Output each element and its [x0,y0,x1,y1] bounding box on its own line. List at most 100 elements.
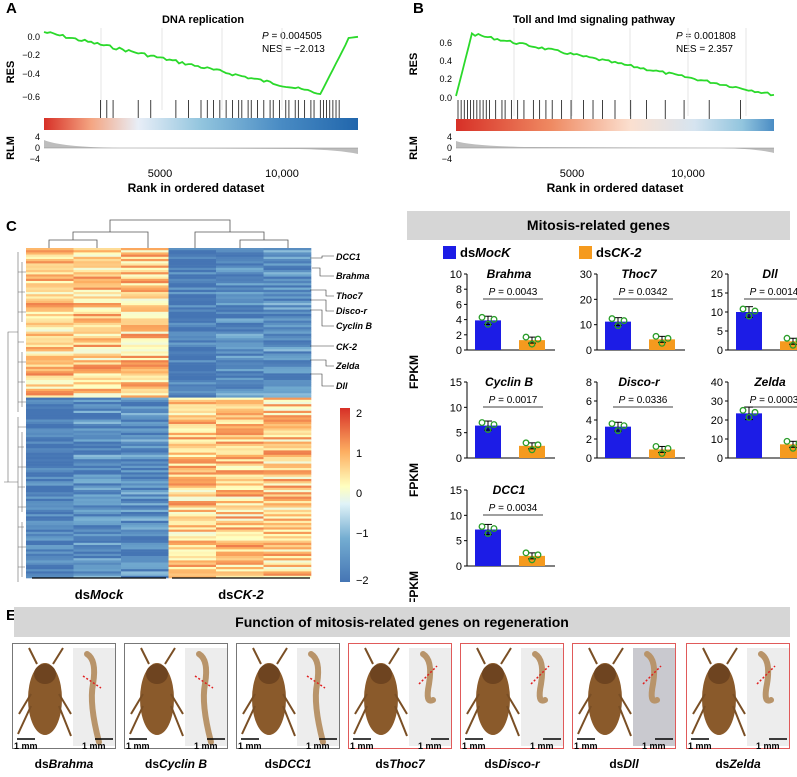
gsea-a-res-tick-2: −0.4 [22,69,40,79]
bar-chart-ytick: 20 [580,294,592,306]
insect-illustration [691,647,789,746]
scale-bar-label: 1 mm [530,741,554,751]
bar-dsmock [475,320,501,350]
bar-chart-title: Brahma [487,267,532,281]
bar-chart-ytick: 8 [586,377,592,389]
bar-chart-ytick: 15 [450,485,462,497]
photo-brahma [12,643,116,749]
gsea-b-res-tick-1: 0.4 [439,56,452,66]
colorbar-tick-2: 2 [356,408,362,420]
gsea-a-rlm-tick-0: 4 [35,132,40,142]
scale-bar-label: 1 mm [462,741,486,751]
photo-dll [572,643,676,749]
bar-chart-pvalue: P = 0.0034 [489,503,538,514]
bar-chart-ytick: 0 [717,345,723,357]
bar-dsck-2 [519,555,545,566]
bar-chart-ytick: 5 [456,536,462,548]
bar-chart-dcc1: DCC1 0 5 10 15 P = 0.0034 [450,483,555,573]
colorbar-tick-0: 0 [356,488,362,500]
bar-chart-ytick: 8 [456,284,462,296]
bar-dsck-2 [649,449,675,458]
photo-cyclin-b [124,643,228,749]
gsea-a-res-label: RES [5,61,17,84]
bar-chart-ytick: 10 [711,434,723,446]
legend-mock-label: dsMocK [460,245,512,260]
bar-chart-ytick: 0 [456,561,462,573]
scale-bar-label: 1 mm [688,741,712,751]
colorbar-tick-m1: −1 [356,528,369,540]
row-dendrogram [4,252,27,582]
bar-chart-ytick: 6 [456,299,462,311]
bar-chart-ytick: 10 [450,510,462,522]
bar-chart-ytick: 5 [456,428,462,440]
gsea-a-rlm-label: RLM [5,136,17,160]
fpkm-label-row1: FPKM [407,355,421,389]
gsea-a-nes: NES = −2.013 [262,44,325,55]
scale-bar-label: 1 mm [194,741,218,751]
bar-chart-ytick: 5 [717,326,723,338]
gsea-b-rlm-label: RLM [408,136,420,160]
bar-chart-ytick: 30 [711,396,723,408]
panel-d-legend-row: dsMocK dsCK-2 [443,245,642,260]
gene-label-ck-2: CK-2 [336,342,357,352]
bar-chart-ytick: 20 [711,415,723,427]
gene-label-thoc7: Thoc7 [336,291,363,301]
gsea-b-rlm-tick-1: 0 [447,143,452,153]
gsea-a-xtick-1: 10,000 [265,168,299,180]
scale-bar-label: 1 mm [238,741,262,751]
gsea-b-p: P = 0.001808 [676,31,736,42]
photo-thoc7 [348,643,452,749]
gene-label-dcc1: DCC1 [336,252,361,262]
bar-dsmock [475,529,501,566]
gsea-b-title: Toll and Imd signaling pathway [513,14,676,26]
bar-chart-cyclin-b: Cyclin B 0 5 10 15 P = 0.0017 [450,375,555,465]
fpkm-label-row2: FPKM [407,463,421,497]
bar-chart-ytick: 40 [711,377,723,389]
gsea-b-xtick-1: 10,000 [671,168,705,180]
bar-chart-ytick: 10 [450,269,462,281]
bar-dsmock [605,321,631,350]
gsea-b-rank-colorbar [456,119,774,131]
gsea-b-res-tick-0: 0.6 [439,38,452,48]
column-dendrogram [48,219,289,248]
gsea-b-xlabel: Rank in ordered dataset [547,181,684,195]
bar-chart-ytick: 0 [586,345,592,357]
gsea-b-res-label: RES [408,53,420,76]
photo-dcc1 [236,643,340,749]
bar-chart-ytick: 2 [456,330,462,342]
bar-chart-title: Disco-r [618,375,661,389]
insect-illustration [465,647,563,746]
colorbar-tick-m2: −2 [356,575,369,587]
photo-label-cyclin-b: dsCyclin B [144,757,208,771]
bar-chart-pvalue: P = 0.0336 [619,395,668,406]
gene-label-cyclin-b: Cyclin B [336,321,373,331]
photo-label-disco-r: dsDisco-r [484,757,540,771]
gsea-b-rlm-tick-0: 4 [447,132,452,142]
bar-chart-thoc7: Thoc7 0 10 20 30 P = 0.0342 [580,267,685,357]
gsea-a-res-tick-1: −0.2 [22,50,40,60]
bar-chart-ytick: 0 [586,453,592,465]
bar-chart-ytick: 0 [456,345,462,357]
photo-label-dcc1: dsDCC1 [264,757,312,771]
heatmap-grid [26,248,312,579]
bar-chart-pvalue: P = 0.0342 [619,287,668,298]
scale-bar-label: 1 mm [756,741,780,751]
bar-chart-dll: Dll 0 5 10 15 20 P = 0.0014 [711,267,797,357]
gsea-b-nes: NES = 2.357 [676,44,733,55]
bar-dsck-2 [649,339,675,350]
bar-charts: FPKM FPKM FPKM Brahma 0 2 4 6 8 10 P = 0.0043 Th… [407,267,797,602]
bar-dsmock [605,426,631,458]
gsea-a-title: DNA replication [162,14,244,26]
gsea-a-p: P = 0.004505 [262,31,322,42]
scale-bar-label: 1 mm [82,741,106,751]
bar-chart-ytick: 0 [717,453,723,465]
gene-label-disco-r: Disco-r [336,306,368,316]
scale-bar-label: 1 mm [306,741,330,751]
heatmap-panel: DCC1 Brahma Thoc7 Disco-r Cyclin B CK-2 … [4,219,373,602]
fpkm-label-row3: FPKM [407,571,421,602]
photo-label-thoc7: dsThoc7 [375,757,425,771]
scale-bar-label: 1 mm [14,741,38,751]
panel-letter-b: B [413,0,424,17]
scale-bar-label: 1 mm [418,741,442,751]
bar-chart-zelda: Zelda 0 10 20 30 40 P = 0.0003 [711,375,797,465]
